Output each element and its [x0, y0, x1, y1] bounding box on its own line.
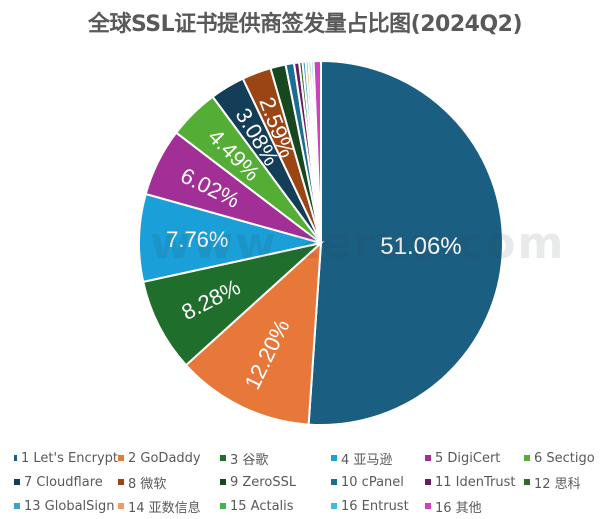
legend-item[interactable]: 9 ZeroSSL	[220, 475, 331, 490]
legend-swatch-icon	[331, 479, 337, 485]
legend-swatch-icon	[14, 455, 18, 461]
legend-row: 7 Cloudflare 8 微软 9 ZeroSSL 10 cPanel 11 Ide…	[14, 470, 610, 494]
slice-data-label: 51.06%	[380, 233, 461, 260]
legend-label: 14 亚数信息	[128, 500, 201, 516]
legend-item[interactable]: 10 cPanel	[331, 475, 425, 490]
legend-label: 2 GoDaddy	[128, 450, 201, 466]
legend-item[interactable]: 3 谷歌	[220, 449, 331, 468]
pie-slices	[138, 59, 504, 426]
legend-row: 1 Let's Encrypt 2 GoDaddy 3 谷歌 4 亚马逊 5 DigiC…	[14, 446, 610, 470]
legend-swatch-icon	[220, 479, 226, 485]
legend-label: 6 Sectigo	[534, 450, 595, 466]
legend-item[interactable]: 16 其他	[425, 497, 524, 516]
legend-swatch-icon	[220, 455, 226, 461]
pie-slice	[142, 241, 325, 367]
legend-label: 9 ZeroSSL	[230, 474, 297, 490]
legend-label: 3 谷歌	[230, 452, 269, 468]
legend-item[interactable]: 11 IdenTrust	[425, 475, 524, 490]
legend-swatch-icon	[220, 503, 226, 509]
legend-item[interactable]: 5 DigiCert	[425, 451, 524, 466]
legend-swatch-icon	[425, 503, 431, 509]
legend-item[interactable]: 7 Cloudflare	[14, 475, 118, 490]
pie-chart: 51.06%12.20%8.28%7.76%6.02%4.49%3.08%2.5…	[138, 59, 504, 426]
legend-item[interactable]: 8 微软	[118, 473, 220, 492]
legend-label: 7 Cloudflare	[24, 474, 103, 490]
legend-label: 5 DigiCert	[435, 450, 501, 466]
legend-label: 15 Actalis	[230, 498, 294, 514]
chart-title: 全球SSL证书提供商签发量占比图(2024Q2)	[87, 12, 523, 37]
legend-item[interactable]: 2 GoDaddy	[118, 451, 220, 466]
legend-label: 12 思科	[534, 476, 581, 492]
pie-slice	[307, 59, 504, 426]
legend-item[interactable]: 13 GlobalSign	[14, 499, 118, 514]
legend-label: 16 Entrust	[341, 498, 409, 514]
legend-item[interactable]: 6 Sectigo	[524, 451, 604, 466]
legend-swatch-icon	[331, 503, 337, 509]
legend-swatch-icon	[425, 455, 431, 461]
legend-swatch-icon	[118, 479, 124, 485]
legend-label: 11 IdenTrust	[435, 474, 516, 490]
pie-slice	[312, 59, 322, 244]
pie-slice	[184, 240, 323, 426]
legend-label: 8 微软	[128, 476, 167, 492]
legend-swatch-icon	[331, 455, 337, 461]
legend-item[interactable]: 16 Entrust	[331, 499, 425, 514]
slice-data-label: 7.76%	[166, 227, 228, 252]
legend-item[interactable]: 12 思科	[524, 473, 604, 492]
legend-swatch-icon	[118, 503, 124, 509]
legend-swatch-icon	[425, 479, 431, 485]
legend-item[interactable]: 14 亚数信息	[118, 497, 220, 516]
legend-item[interactable]: 1 Let's Encrypt	[14, 451, 118, 466]
legend-swatch-icon	[14, 503, 20, 509]
legend-swatch-icon	[524, 479, 530, 485]
legend-item[interactable]: 4 亚马逊	[331, 449, 425, 468]
legend-label: 10 cPanel	[341, 474, 404, 490]
legend-label: 16 其他	[435, 500, 482, 516]
legend-label: 13 GlobalSign	[24, 498, 115, 514]
legend-label: 4 亚马逊	[341, 452, 393, 468]
legend-label: 1 Let's Encrypt	[21, 450, 118, 466]
legend-swatch-icon	[118, 455, 124, 461]
legend-swatch-icon	[524, 455, 530, 461]
chart-legend: 1 Let's Encrypt 2 GoDaddy 3 谷歌 4 亚马逊 5 DigiC…	[14, 446, 610, 518]
legend-swatch-icon	[14, 479, 20, 485]
legend-row: 13 GlobalSign 14 亚数信息 15 Actalis 16 Entrust…	[14, 494, 610, 518]
legend-item[interactable]: 15 Actalis	[220, 499, 331, 514]
